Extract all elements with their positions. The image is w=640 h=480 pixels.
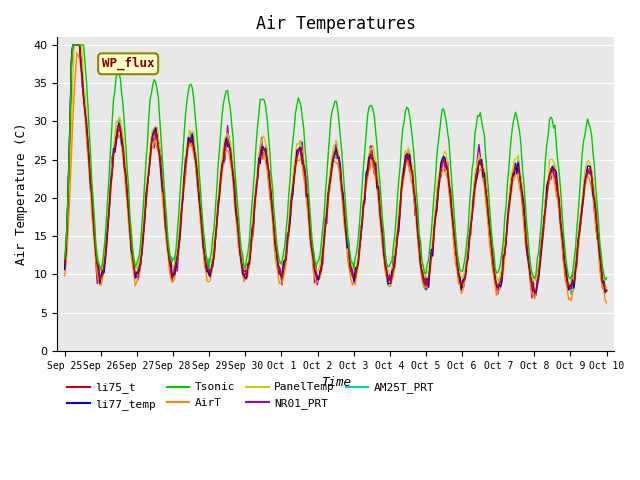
- Title: Air Temperatures: Air Temperatures: [255, 15, 415, 33]
- PanelTemp: [456, 270, 464, 276]
- NR01_PRT: [528, 295, 536, 300]
- li75_t: [127, 243, 135, 249]
- li75_t: [69, 42, 77, 48]
- PanelTemp: [127, 226, 135, 232]
- AM25T_PRT: [127, 246, 135, 252]
- NR01_PRT: [276, 267, 284, 273]
- li77_temp: [603, 288, 611, 294]
- AM25T_PRT: [453, 260, 461, 265]
- AM25T_PRT: [61, 264, 68, 269]
- li75_t: [403, 151, 411, 156]
- PanelTemp: [276, 262, 284, 267]
- Tsonic: [239, 251, 246, 257]
- AM25T_PRT: [568, 292, 575, 298]
- PanelTemp: [603, 285, 611, 290]
- Line: Tsonic: Tsonic: [65, 45, 607, 280]
- AM25T_PRT: [69, 42, 77, 48]
- Tsonic: [603, 275, 611, 281]
- NR01_PRT: [239, 264, 246, 270]
- PanelTemp: [239, 258, 246, 264]
- AM25T_PRT: [276, 267, 284, 273]
- li75_t: [603, 288, 611, 294]
- Line: li77_temp: li77_temp: [65, 45, 607, 293]
- li77_temp: [403, 152, 411, 157]
- Tsonic: [69, 42, 77, 48]
- li75_t: [61, 261, 68, 266]
- li75_t: [531, 289, 538, 295]
- Line: PanelTemp: PanelTemp: [65, 45, 607, 288]
- PanelTemp: [453, 253, 461, 259]
- AM25T_PRT: [239, 268, 246, 274]
- NR01_PRT: [61, 264, 68, 270]
- li77_temp: [69, 42, 77, 48]
- Line: AM25T_PRT: AM25T_PRT: [65, 45, 607, 295]
- li75_t: [456, 279, 464, 285]
- AirT: [453, 268, 461, 274]
- Tsonic: [453, 249, 461, 254]
- Line: NR01_PRT: NR01_PRT: [65, 45, 607, 298]
- li77_temp: [532, 290, 540, 296]
- PanelTemp: [403, 151, 411, 156]
- Tsonic: [456, 267, 464, 273]
- Text: WP_flux: WP_flux: [102, 57, 154, 71]
- Legend: li75_t, li77_temp, Tsonic, AirT, PanelTemp, NR01_PRT, AM25T_PRT: li75_t, li77_temp, Tsonic, AirT, PanelTe…: [63, 378, 439, 414]
- Line: AirT: AirT: [65, 53, 607, 303]
- Y-axis label: Air Temperature (C): Air Temperature (C): [15, 123, 28, 265]
- NR01_PRT: [456, 273, 464, 278]
- Tsonic: [127, 230, 135, 236]
- li75_t: [239, 264, 246, 270]
- li77_temp: [239, 271, 246, 276]
- NR01_PRT: [403, 159, 411, 165]
- AirT: [239, 271, 246, 277]
- li75_t: [453, 262, 461, 268]
- li77_temp: [453, 261, 461, 266]
- NR01_PRT: [453, 253, 461, 259]
- AirT: [61, 273, 68, 279]
- li77_temp: [276, 273, 284, 278]
- AirT: [127, 254, 135, 260]
- NR01_PRT: [127, 242, 135, 248]
- X-axis label: Time: Time: [321, 376, 351, 389]
- AM25T_PRT: [603, 287, 611, 292]
- li77_temp: [127, 248, 135, 253]
- Tsonic: [602, 277, 609, 283]
- Tsonic: [403, 105, 411, 110]
- AirT: [73, 50, 81, 56]
- Tsonic: [276, 261, 284, 266]
- PanelTemp: [70, 42, 78, 48]
- AM25T_PRT: [456, 280, 464, 286]
- NR01_PRT: [603, 288, 611, 293]
- AirT: [456, 280, 464, 286]
- PanelTemp: [61, 257, 68, 263]
- AirT: [403, 162, 411, 168]
- NR01_PRT: [69, 42, 77, 48]
- AirT: [603, 300, 611, 306]
- Tsonic: [61, 256, 68, 262]
- Line: li75_t: li75_t: [65, 45, 607, 292]
- AM25T_PRT: [403, 149, 411, 155]
- li77_temp: [456, 274, 464, 280]
- li75_t: [276, 271, 284, 276]
- AirT: [276, 280, 284, 286]
- li77_temp: [61, 267, 68, 273]
